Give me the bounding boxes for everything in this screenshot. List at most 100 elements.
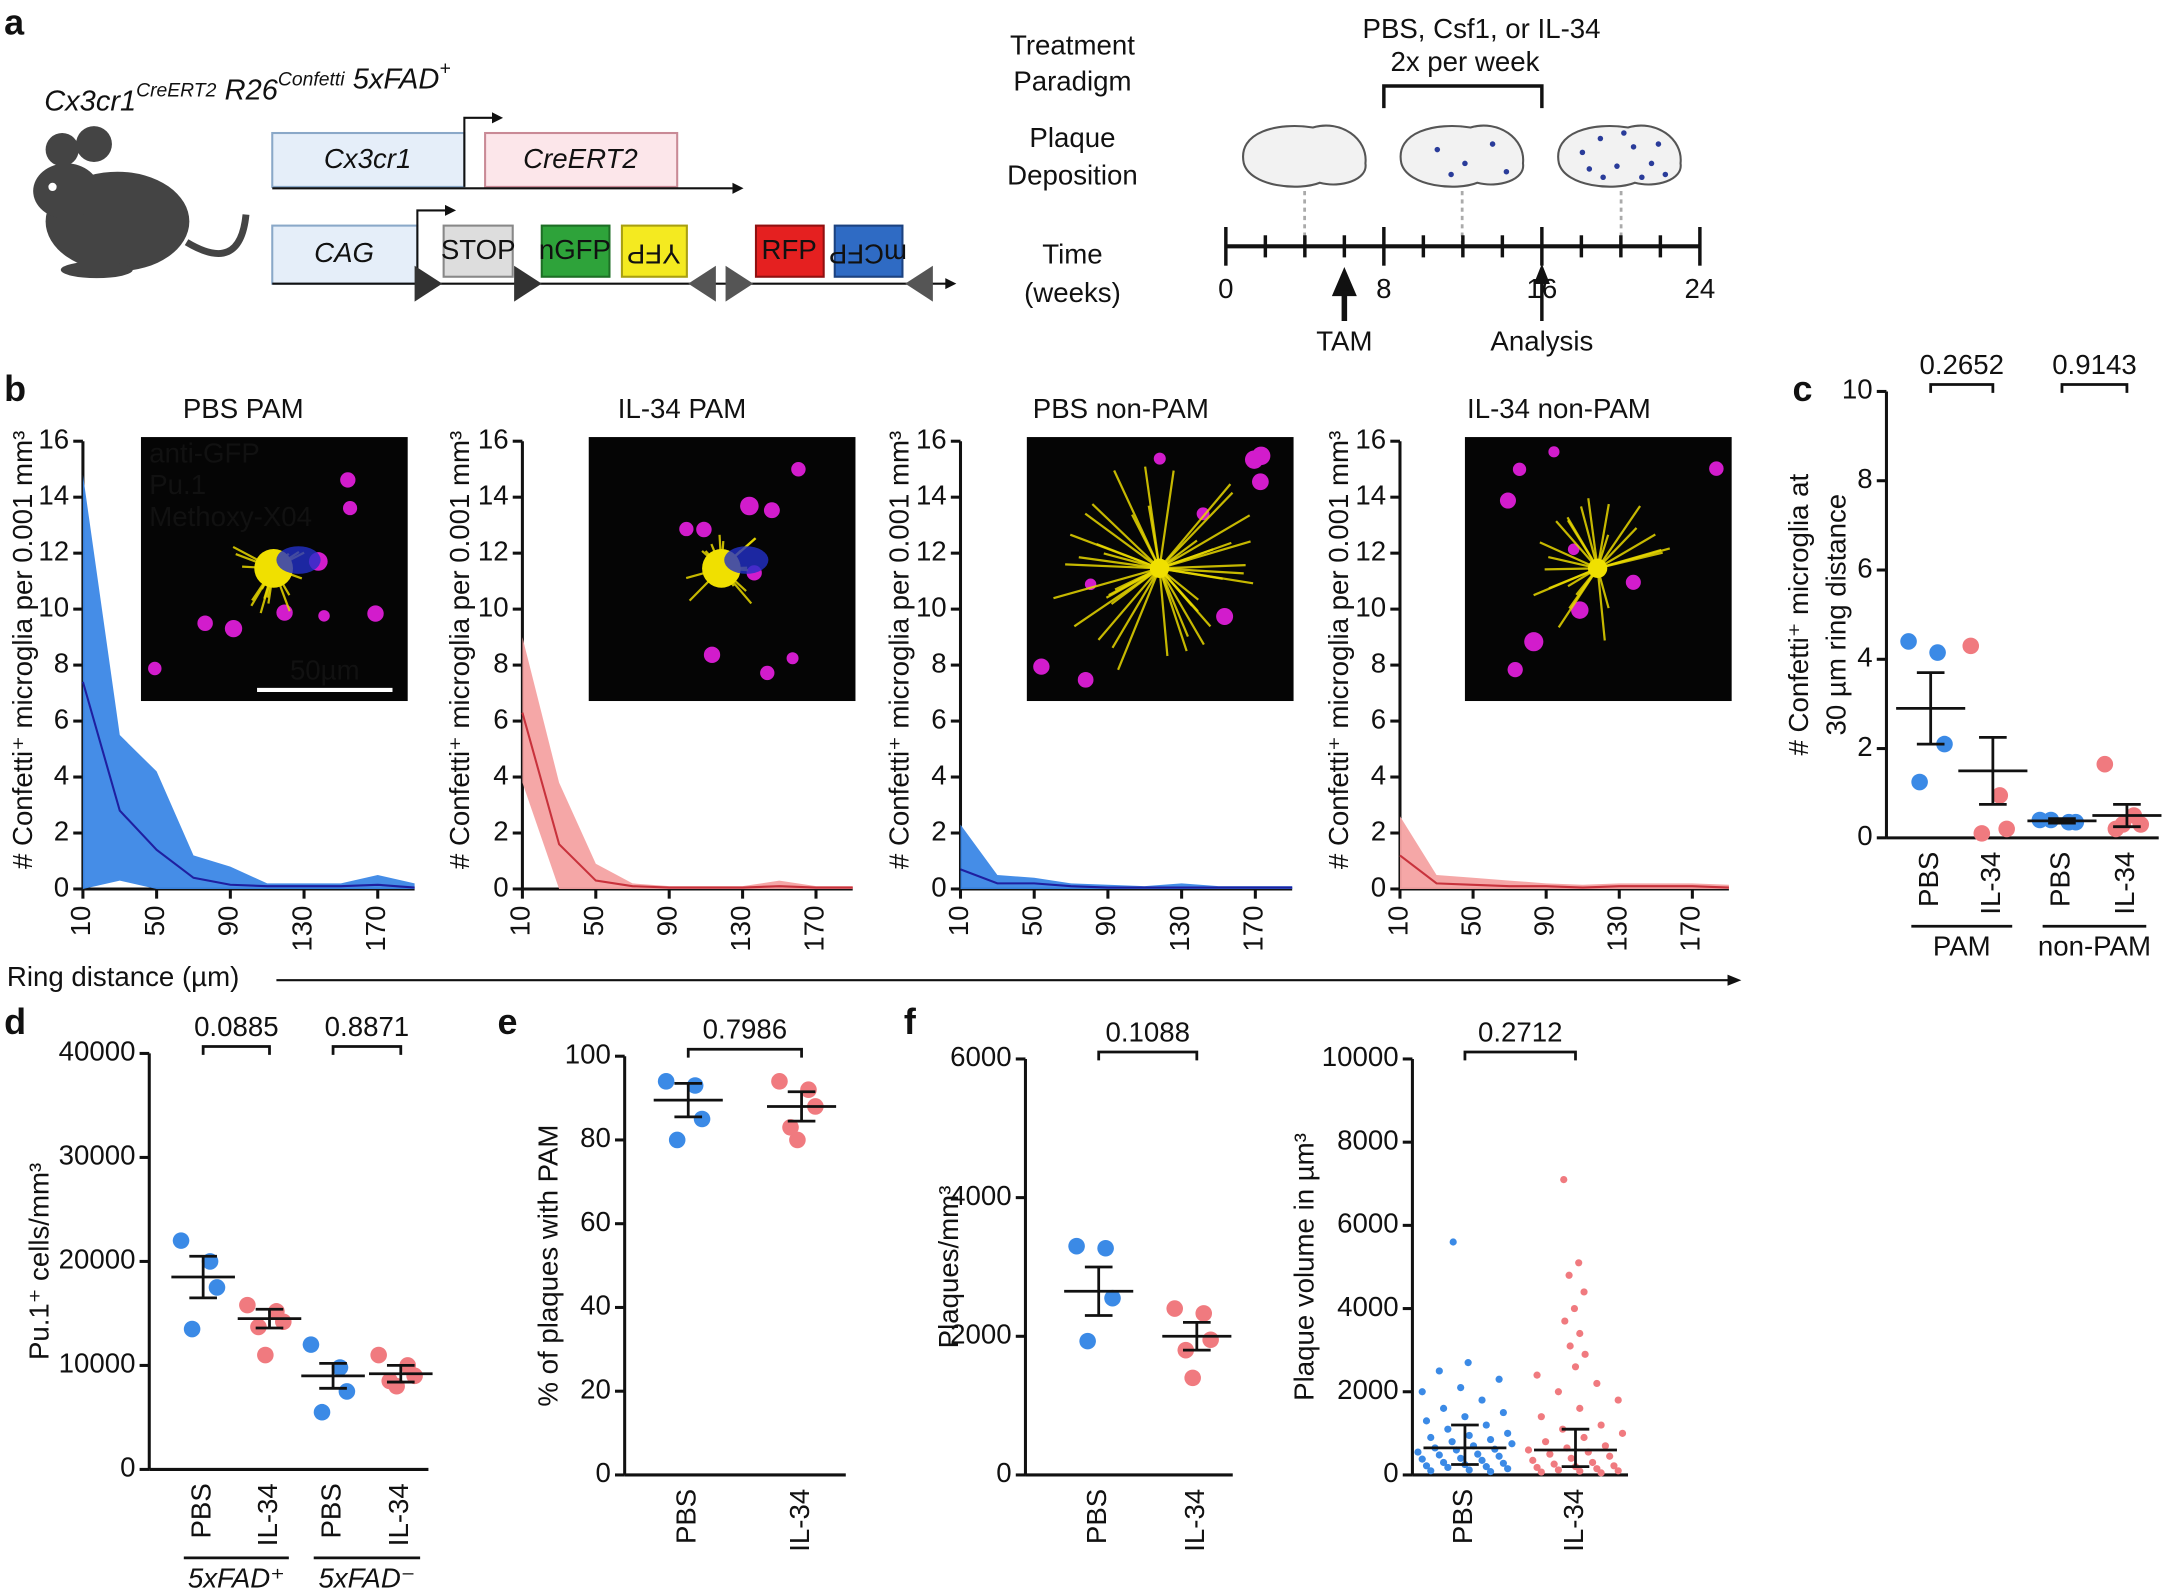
y-tick-label: 16 xyxy=(916,424,947,455)
y-tick-label: 0 xyxy=(120,1452,135,1483)
data-point xyxy=(1565,1271,1573,1279)
mean-line xyxy=(1399,854,1729,889)
inset-image xyxy=(140,437,408,702)
data-point xyxy=(1495,1452,1503,1460)
y-tick-label: 20000 xyxy=(59,1244,136,1275)
y-tick-label: 4 xyxy=(54,759,69,790)
data-point xyxy=(1571,1363,1580,1371)
treatment-label: PBS, Csf1, or IL-34 xyxy=(1363,13,1601,44)
data-point xyxy=(782,1119,799,1136)
process xyxy=(1069,533,1160,570)
data-point xyxy=(1554,1466,1563,1474)
x-tick-label: 90 xyxy=(651,906,682,937)
process xyxy=(1158,568,1169,657)
timeline-row-label: Deposition xyxy=(1007,160,1138,191)
construct-label: RFP xyxy=(762,234,817,265)
y-tick-label: 80 xyxy=(580,1122,611,1153)
data-point xyxy=(1546,1450,1554,1458)
nucleus xyxy=(367,605,384,622)
group-label: PAM xyxy=(1933,931,1991,962)
data-point xyxy=(1524,1446,1533,1454)
nucleus xyxy=(342,500,358,516)
data-point xyxy=(1444,1425,1452,1433)
nucleus xyxy=(1499,492,1516,509)
inset-image xyxy=(588,437,856,702)
nucleus xyxy=(1077,671,1094,688)
data-point xyxy=(1597,1469,1605,1477)
data-point xyxy=(1570,1304,1579,1313)
p-value: 0.2652 xyxy=(1920,349,2005,380)
y-tick-label: 4000 xyxy=(950,1180,1011,1211)
y-tick-label: 30000 xyxy=(59,1140,136,1171)
data-point xyxy=(302,1336,320,1353)
x-tick-label: 50 xyxy=(139,906,170,937)
x-tick-label: 130 xyxy=(1164,906,1195,952)
x-tick-label: 130 xyxy=(286,906,317,952)
x-tick-label: 10 xyxy=(1382,906,1413,937)
data-point xyxy=(1427,1433,1435,1442)
data-point xyxy=(1504,1429,1512,1437)
y-tick-label: 0 xyxy=(931,871,946,902)
nucleus xyxy=(1196,507,1210,521)
nucleus xyxy=(696,521,712,538)
nucleus xyxy=(1216,607,1234,625)
x-tick-label: 10 xyxy=(943,906,974,937)
data-point xyxy=(1529,1456,1537,1464)
x-tick-label: 50 xyxy=(578,906,609,937)
p-value: 0.0885 xyxy=(194,1011,279,1042)
process xyxy=(1065,563,1160,570)
y-tick-label: 6000 xyxy=(950,1041,1011,1072)
plaque-dots xyxy=(1434,130,1669,181)
nucleus xyxy=(1033,658,1050,675)
soma xyxy=(1587,558,1608,579)
y-tick-label: 14 xyxy=(916,479,947,510)
x-tick-label: 170 xyxy=(1675,906,1706,952)
y-axis-label: Plaques/mm³ xyxy=(933,1186,964,1349)
y-tick-label: 6 xyxy=(1371,703,1386,734)
y-tick-label: 0 xyxy=(595,1457,610,1488)
process xyxy=(1597,548,1662,570)
data-point xyxy=(1439,1458,1448,1467)
x-tick-label: IL-34 xyxy=(2109,852,2140,915)
data-point xyxy=(1486,1468,1495,1476)
panel-label: a xyxy=(4,2,25,43)
data-point xyxy=(1576,1467,1584,1475)
data-point xyxy=(693,1110,711,1128)
y-tick-label: 0 xyxy=(1371,871,1386,902)
nucleus xyxy=(1567,543,1580,556)
data-point xyxy=(370,1346,387,1364)
timeline-row-label: Time xyxy=(1042,238,1102,269)
p-value: 0.2712 xyxy=(1478,1016,1563,1047)
data-point xyxy=(1474,1450,1482,1458)
chart-title: PBS non-PAM xyxy=(1033,393,1209,424)
y-tick-label: 6 xyxy=(931,703,946,734)
significance-bracket xyxy=(331,1045,403,1055)
data-point xyxy=(1998,820,2015,838)
construct-label: CAG xyxy=(314,237,374,268)
x-tick-label: 130 xyxy=(1602,906,1633,952)
inset-image xyxy=(1464,437,1732,702)
data-point xyxy=(1097,1239,1114,1257)
construct-label: CreERT2 xyxy=(523,143,638,174)
x-tick-label: 90 xyxy=(213,906,244,937)
process xyxy=(1159,567,1244,575)
x-tick-label: IL-34 xyxy=(1975,852,2006,915)
nucleus xyxy=(1625,574,1641,590)
inset-legend: Methoxy-X04 xyxy=(149,501,312,532)
y-tick-label: 4 xyxy=(1371,759,1386,790)
significance-bracket xyxy=(1463,1050,1577,1061)
data-point xyxy=(1567,1454,1575,1462)
treatment-bracket xyxy=(1382,84,1544,109)
data-point xyxy=(1929,644,1946,661)
y-tick-label: 14 xyxy=(478,479,509,510)
y-tick-label: 4 xyxy=(931,759,946,790)
y-tick-label: 8 xyxy=(1371,647,1386,678)
data-point xyxy=(1537,1468,1545,1476)
data-point xyxy=(1537,1413,1545,1421)
mean-line xyxy=(81,681,415,889)
inset-image xyxy=(1026,437,1294,702)
process xyxy=(1158,491,1234,570)
p-value: 0.8871 xyxy=(325,1011,409,1042)
data-point xyxy=(1435,1367,1443,1375)
y-tick-label: 8 xyxy=(54,647,69,678)
